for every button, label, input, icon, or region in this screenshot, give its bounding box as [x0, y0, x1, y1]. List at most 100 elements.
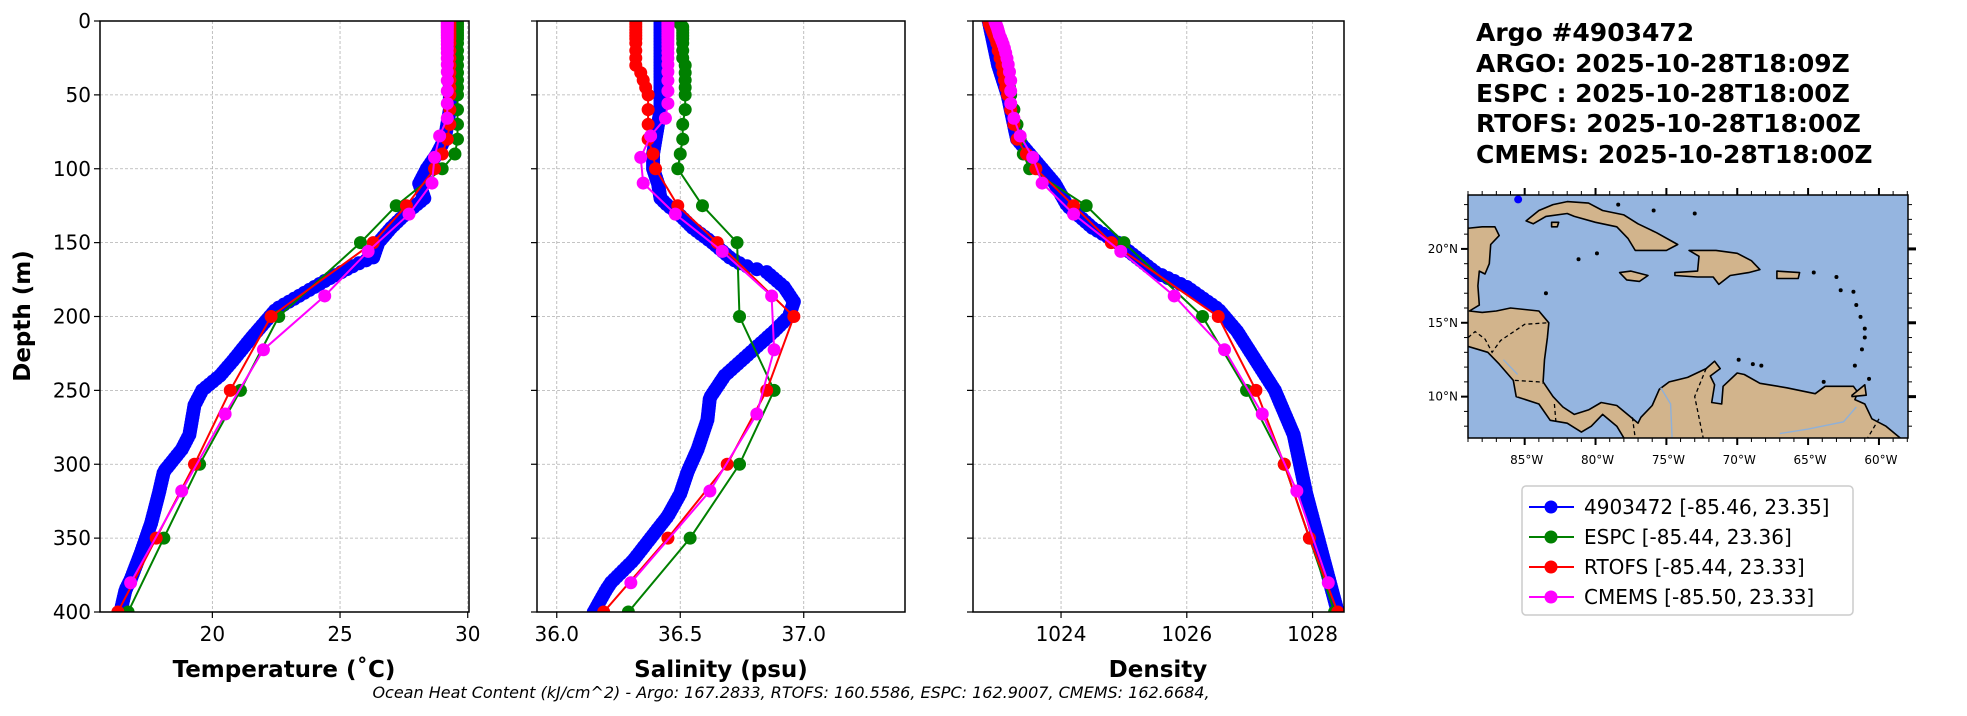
island	[1862, 326, 1867, 331]
data-point	[1196, 310, 1210, 323]
map-lon-label: 85°W	[1510, 453, 1543, 467]
data-point	[1290, 484, 1304, 498]
data-point	[448, 147, 462, 161]
island	[1594, 251, 1599, 256]
river	[1779, 406, 1857, 435]
y-tick-label: 100	[53, 157, 91, 181]
x-tick-label: 25	[327, 622, 352, 646]
map-lon-label: 75°W	[1652, 453, 1685, 467]
data-point	[703, 484, 717, 498]
island	[1852, 363, 1857, 368]
map-lat-label: 15°N	[1428, 316, 1458, 330]
map-lon-label: 65°W	[1794, 453, 1827, 467]
data-point	[1321, 576, 1335, 590]
island	[1759, 363, 1764, 368]
data-point	[1004, 96, 1018, 110]
island	[1834, 274, 1839, 279]
data-point	[361, 244, 375, 258]
data-point	[730, 236, 744, 250]
data-point	[658, 111, 672, 125]
data-point	[661, 74, 675, 88]
data-point	[433, 129, 447, 143]
series-layer	[586, 21, 801, 612]
map-lon-label: 80°W	[1581, 453, 1614, 467]
data-point	[1067, 207, 1081, 221]
y-tick-label: 0	[78, 9, 91, 33]
x-tick-label: 20	[200, 622, 225, 646]
series-cmems	[988, 21, 1335, 590]
legend: 4903472 [-85.46, 23.35] ESPC [-85.44, 23.…	[1521, 485, 1854, 616]
legend-item-4903472: 4903472 [-85.46, 23.35]	[1529, 495, 1829, 519]
title-line-argo-id: Argo #4903472	[1476, 18, 1694, 47]
island	[1692, 211, 1697, 216]
legend-label: 4903472 [-85.46, 23.35]	[1584, 495, 1829, 519]
data-point	[1026, 150, 1040, 164]
data-point	[597, 605, 611, 612]
salinity-panel: 36.0 36.5 37.0	[531, 20, 906, 646]
map-lat-label: 10°N	[1428, 390, 1458, 404]
data-point	[646, 147, 660, 161]
land-isle-of-youth	[1550, 221, 1560, 228]
country-border	[1468, 322, 1548, 354]
land-hispaniola	[1674, 249, 1761, 286]
ocean-heat-content-footer: Ocean Heat Content (kJ/cm^2) - Argo: 167…	[372, 683, 1209, 702]
island	[1736, 357, 1741, 362]
island	[1851, 289, 1856, 294]
data-point	[1255, 407, 1269, 421]
data-point	[586, 605, 601, 612]
data-point	[121, 605, 135, 612]
island	[1616, 202, 1621, 207]
island	[1854, 303, 1859, 308]
data-point	[451, 132, 465, 146]
data-point	[1114, 244, 1128, 258]
data-point	[678, 88, 692, 102]
island	[1859, 347, 1864, 352]
island	[1750, 362, 1755, 367]
y-tick-label: 50	[66, 83, 91, 107]
data-point	[765, 289, 779, 303]
y-tick-label: 400	[53, 600, 91, 624]
series-cmems	[124, 21, 454, 590]
y-tick-label: 150	[53, 231, 91, 255]
island	[1858, 314, 1863, 319]
island	[1838, 288, 1843, 293]
title-line-rtofs-time: RTOFS: 2025-10-28T18:00Z	[1476, 109, 1861, 138]
data-point	[733, 310, 747, 323]
data-point	[678, 103, 692, 117]
island	[1867, 376, 1872, 381]
land-jamaica	[1618, 270, 1649, 283]
title-line-espc-time: ESPC : 2025-10-28T18:00Z	[1476, 79, 1850, 108]
data-point	[634, 150, 648, 164]
data-point	[175, 484, 189, 498]
country-border	[1694, 368, 1707, 438]
data-point	[671, 162, 685, 176]
data-point	[353, 236, 367, 250]
y-tick-label: 350	[53, 526, 91, 550]
legend-label: ESPC [-85.44, 23.36]	[1584, 525, 1792, 549]
island	[1821, 379, 1826, 384]
data-point	[428, 162, 442, 176]
data-point	[641, 88, 655, 102]
island	[1862, 335, 1867, 340]
title-block: Argo #4903472 ARGO: 2025-10-28T18:09Z ES…	[1476, 18, 1873, 169]
legend-label: RTOFS [-85.44, 23.33]	[1584, 555, 1805, 579]
legend-frame	[1521, 485, 1854, 616]
data-point	[1004, 84, 1018, 98]
x-tick-label: 1026	[1161, 622, 1212, 646]
map-lat-label: 20°N	[1428, 242, 1458, 256]
data-point	[641, 117, 655, 131]
data-point	[767, 343, 781, 357]
data-point	[636, 176, 650, 190]
land-layer	[1468, 195, 1903, 438]
data-point	[624, 576, 638, 590]
density-panel: 1024 1026 1028	[967, 20, 1345, 646]
data-point	[111, 605, 125, 612]
data-point	[1013, 129, 1027, 143]
data-point	[124, 576, 138, 590]
land-trinidad	[1851, 383, 1867, 398]
country-border	[1867, 418, 1880, 438]
data-point	[733, 457, 747, 471]
legend-item-espc: ESPC [-85.44, 23.36]	[1529, 525, 1792, 549]
x-tick-label: 36.5	[658, 622, 703, 646]
